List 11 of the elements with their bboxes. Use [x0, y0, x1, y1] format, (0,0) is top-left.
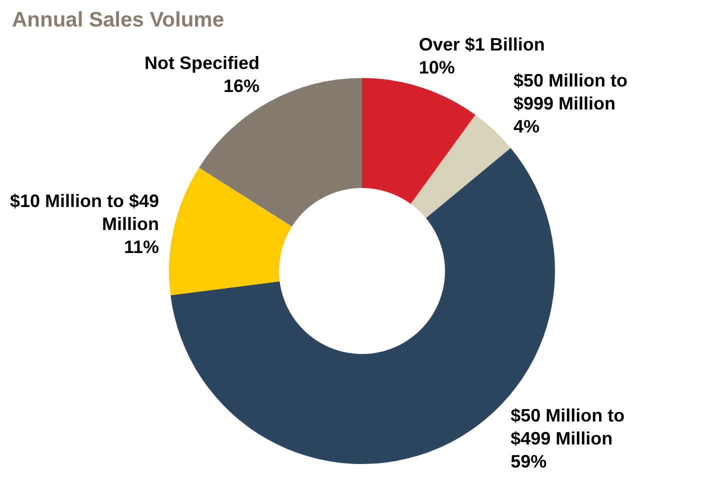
data-label: 16%: [224, 76, 260, 96]
slice-label: Not Specified: [144, 52, 260, 73]
data-label: 11%: [124, 237, 160, 258]
data-label: 4%: [514, 116, 540, 137]
slice-label: $50 Million to $499 Million: [510, 405, 625, 448]
slice-label: $10 Million to $49 Million: [10, 191, 160, 234]
slice-label: Over $1 Billion: [418, 34, 545, 55]
slice-label: $50 Million to $999 Million: [514, 70, 628, 114]
data-label: 59%: [510, 451, 547, 472]
data-label: 10%: [418, 58, 455, 78]
chart-title: Annual Sales Volume: [12, 8, 224, 32]
